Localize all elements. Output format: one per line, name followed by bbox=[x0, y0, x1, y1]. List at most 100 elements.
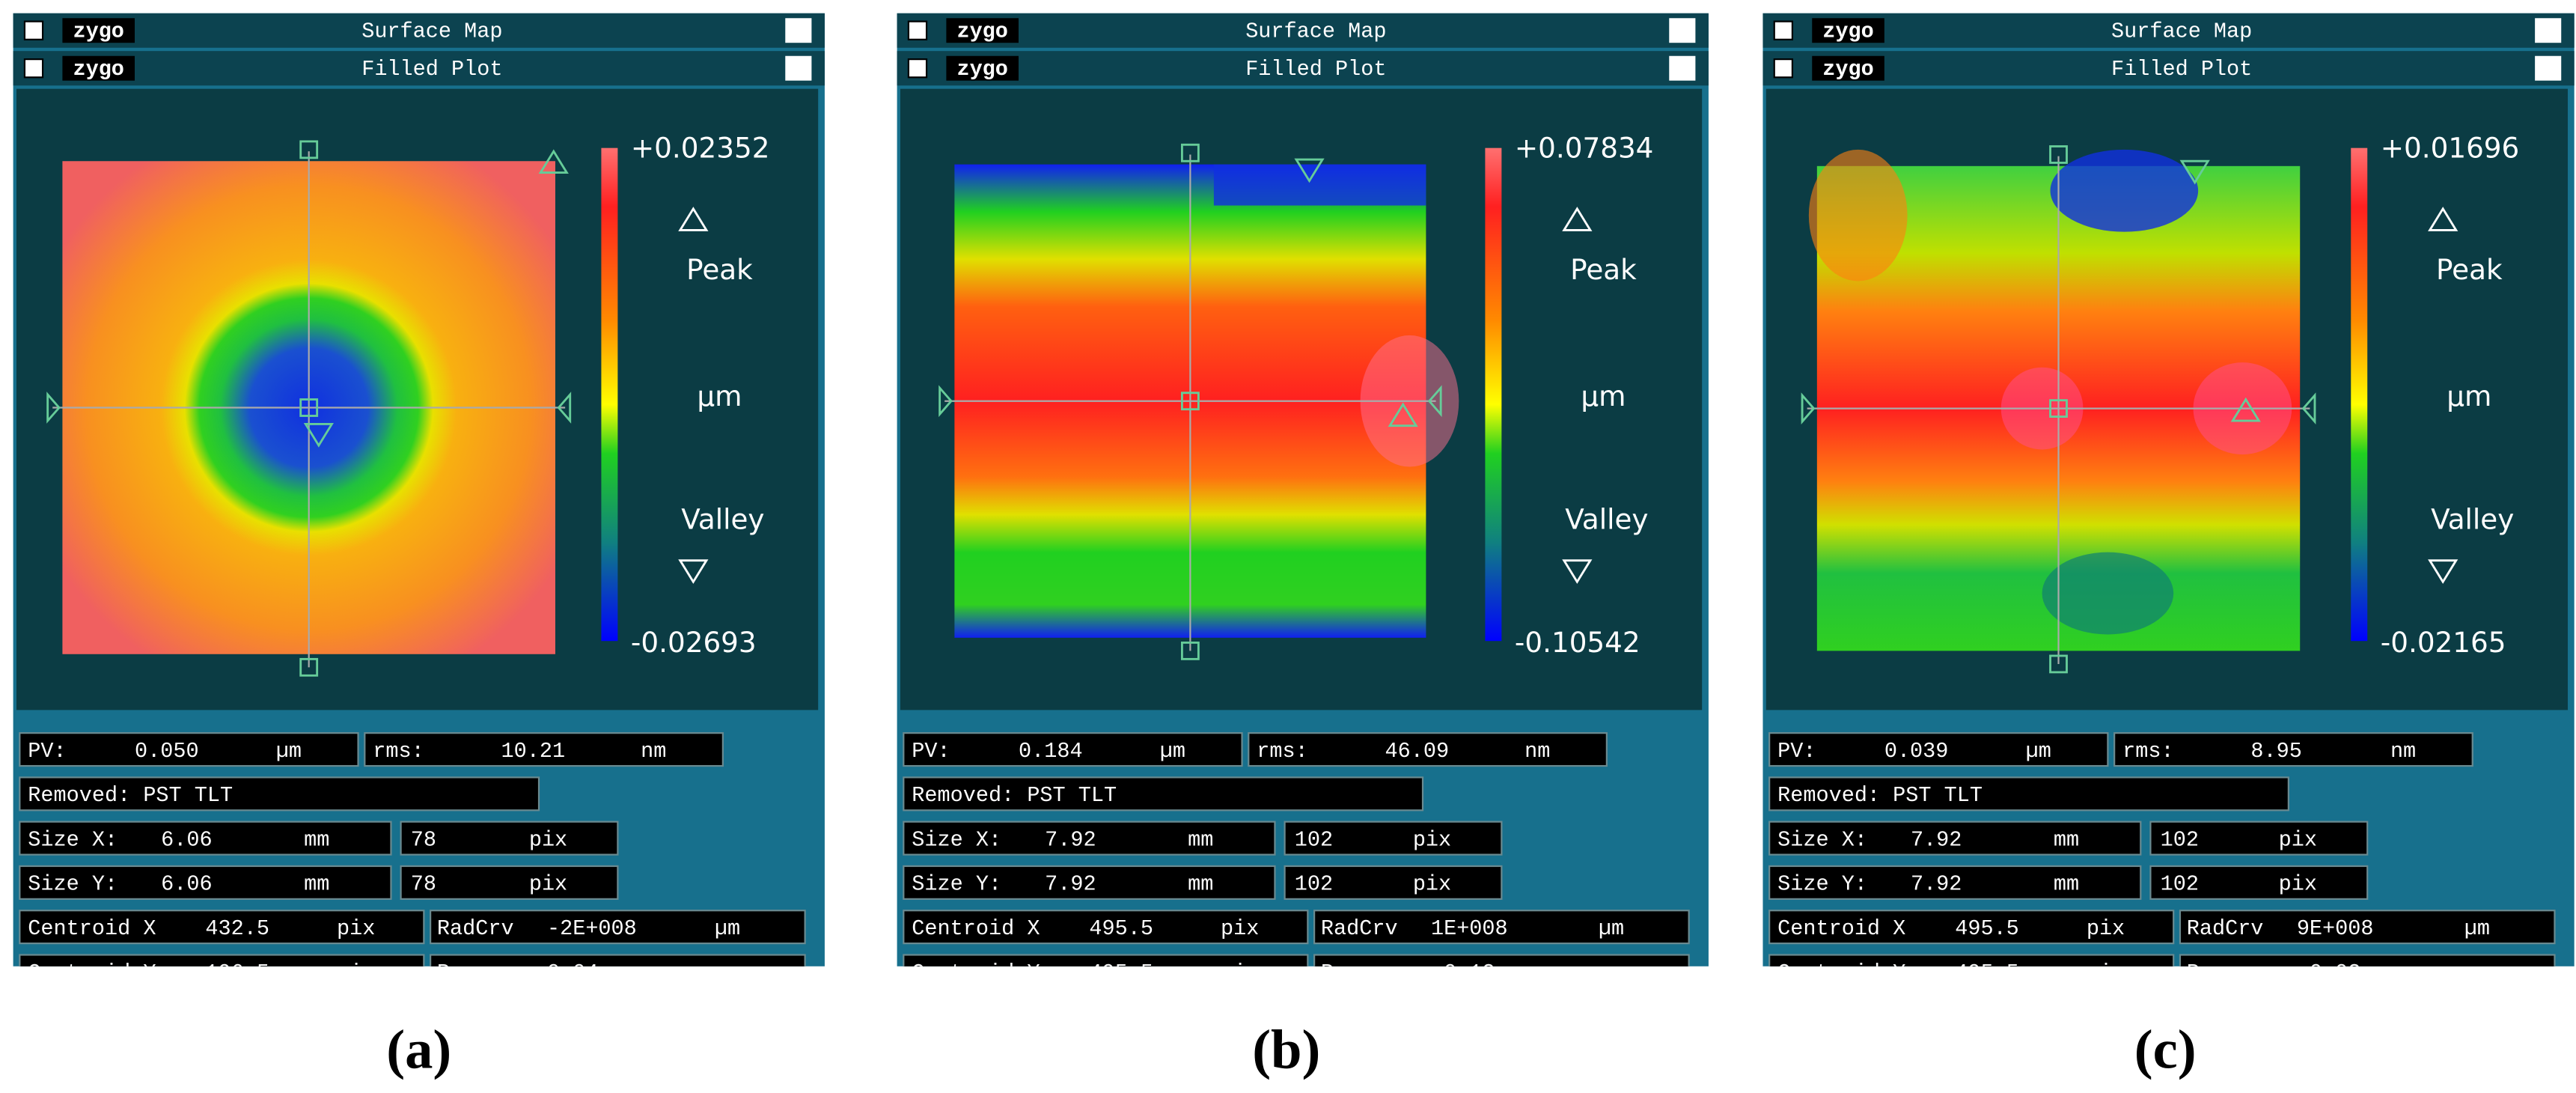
zygo-panel: zygo Surface Map zygo Filled Plot +0.02352 -0… bbox=[13, 13, 825, 985]
logo-box bbox=[1812, 18, 1884, 43]
info-value: 0.184 bbox=[1019, 739, 1083, 764]
info-unit: mm bbox=[1188, 872, 1213, 897]
window-title: Filled Plot bbox=[361, 57, 502, 82]
info-unit: mm bbox=[304, 872, 329, 897]
pin-icon bbox=[2535, 55, 2562, 81]
window-icon bbox=[23, 20, 44, 40]
info-label: Power bbox=[437, 960, 501, 985]
map-feature bbox=[1213, 164, 1426, 206]
map-feature bbox=[1808, 149, 1908, 281]
info-box bbox=[430, 910, 806, 945]
logo-box bbox=[946, 55, 1019, 81]
info-label: rms: bbox=[2122, 739, 2173, 764]
info-value: 6.06 bbox=[161, 872, 212, 897]
info-value: 102 bbox=[1295, 827, 1333, 852]
info-label: Removed: PST TLT bbox=[28, 783, 233, 808]
cursor-square bbox=[2049, 654, 2068, 674]
info-box bbox=[1284, 865, 1503, 900]
info-value: 495.5 bbox=[1955, 960, 2019, 985]
window-icon bbox=[23, 58, 44, 79]
info-unit: µm bbox=[2464, 960, 2490, 985]
info-box bbox=[1768, 865, 2142, 900]
window-title: Filled Plot bbox=[1245, 57, 1386, 82]
info-value: 8.95 bbox=[2250, 739, 2301, 764]
info-label: Centroid Y bbox=[28, 960, 156, 985]
logo-box bbox=[1812, 55, 1884, 81]
peak-label: Peak bbox=[1570, 253, 1637, 286]
info-box bbox=[903, 910, 1309, 945]
pin-icon bbox=[2535, 18, 2562, 43]
info-label: rms: bbox=[1257, 739, 1307, 764]
info-unit: pix bbox=[337, 916, 375, 941]
info-box bbox=[400, 865, 619, 900]
window-title: Surface Map bbox=[361, 19, 502, 43]
colorbar-max: +0.01696 bbox=[2381, 131, 2519, 164]
info-label: Removed: PST TLT bbox=[912, 783, 1117, 808]
info-box bbox=[903, 776, 1424, 812]
info-unit: pix bbox=[1221, 916, 1259, 941]
valley-label: Valley bbox=[1565, 502, 1648, 535]
info-unit: µm bbox=[1160, 739, 1185, 764]
valley-icon bbox=[678, 559, 709, 584]
window-title: Surface Map bbox=[1245, 19, 1386, 43]
info-label: Size Y: bbox=[912, 872, 1001, 897]
info-label: Size X: bbox=[912, 827, 1001, 852]
zygo-panel: zygo Surface Map zygo Filled Plot +0.01696 -0… bbox=[1762, 13, 2575, 985]
logo: zygo bbox=[73, 57, 123, 82]
panel-caption: (b) bbox=[1252, 1019, 1320, 1081]
cursor-right bbox=[557, 392, 572, 424]
info-label: Removed: PST TLT bbox=[1777, 783, 1983, 808]
cursor-left bbox=[938, 385, 953, 418]
info-unit: µm bbox=[2464, 916, 2490, 941]
info-box bbox=[2179, 954, 2556, 966]
info-box bbox=[903, 820, 1276, 856]
info-unit: nm bbox=[2390, 739, 2416, 764]
colorbar-max: +0.02352 bbox=[631, 131, 769, 164]
panel-caption: (a) bbox=[386, 1019, 451, 1081]
info-label: PV: bbox=[912, 739, 950, 764]
colorbar-min: -0.02165 bbox=[2381, 626, 2506, 659]
colorbar bbox=[2351, 147, 2368, 642]
info-unit: nm bbox=[641, 739, 666, 764]
info-value: -2E+008 bbox=[547, 916, 637, 941]
colorbar-min: -0.10542 bbox=[1515, 626, 1640, 659]
info-box bbox=[2149, 820, 2369, 856]
info-value: 1E+008 bbox=[1431, 916, 1508, 941]
window-title: Surface Map bbox=[2111, 19, 2252, 43]
info-box bbox=[903, 954, 1309, 966]
unit-label: µm bbox=[1581, 380, 1626, 412]
info-unit: µm bbox=[2026, 739, 2051, 764]
title-bar bbox=[897, 13, 1709, 48]
info-box bbox=[1768, 954, 2175, 966]
logo: zygo bbox=[1822, 57, 1873, 82]
colorbar-max: +0.07834 bbox=[1515, 131, 1653, 164]
info-value: 10.21 bbox=[501, 739, 566, 764]
info-box bbox=[2179, 910, 2556, 945]
info-label: Power bbox=[2187, 960, 2251, 985]
info-unit: pix bbox=[337, 960, 375, 985]
info-box bbox=[1248, 732, 1608, 767]
pin-icon bbox=[1669, 55, 1696, 81]
info-value: 495.5 bbox=[1089, 916, 1153, 941]
info-unit: pix bbox=[529, 827, 567, 852]
info-value: 6.06 bbox=[161, 827, 212, 852]
logo-box bbox=[62, 55, 135, 81]
info-box bbox=[903, 865, 1276, 900]
info-value: 46.09 bbox=[1385, 739, 1450, 764]
info-unit: pix bbox=[1221, 960, 1259, 985]
cursor-square bbox=[1180, 143, 1200, 162]
info-box bbox=[19, 865, 392, 900]
logo: zygo bbox=[956, 19, 1007, 43]
valley-marker bbox=[303, 423, 334, 448]
logo: zygo bbox=[1822, 19, 1873, 43]
info-label: Centroid Y bbox=[912, 960, 1040, 985]
cursor-square bbox=[299, 657, 319, 677]
colorbar-min: -0.02693 bbox=[631, 626, 757, 659]
info-box bbox=[1313, 910, 1690, 945]
cursor-square bbox=[299, 398, 319, 417]
title-bar bbox=[13, 13, 825, 48]
info-value: 7.92 bbox=[1045, 872, 1096, 897]
info-box bbox=[1768, 732, 2109, 767]
peak-icon bbox=[2428, 207, 2459, 231]
peak-icon bbox=[678, 207, 709, 231]
